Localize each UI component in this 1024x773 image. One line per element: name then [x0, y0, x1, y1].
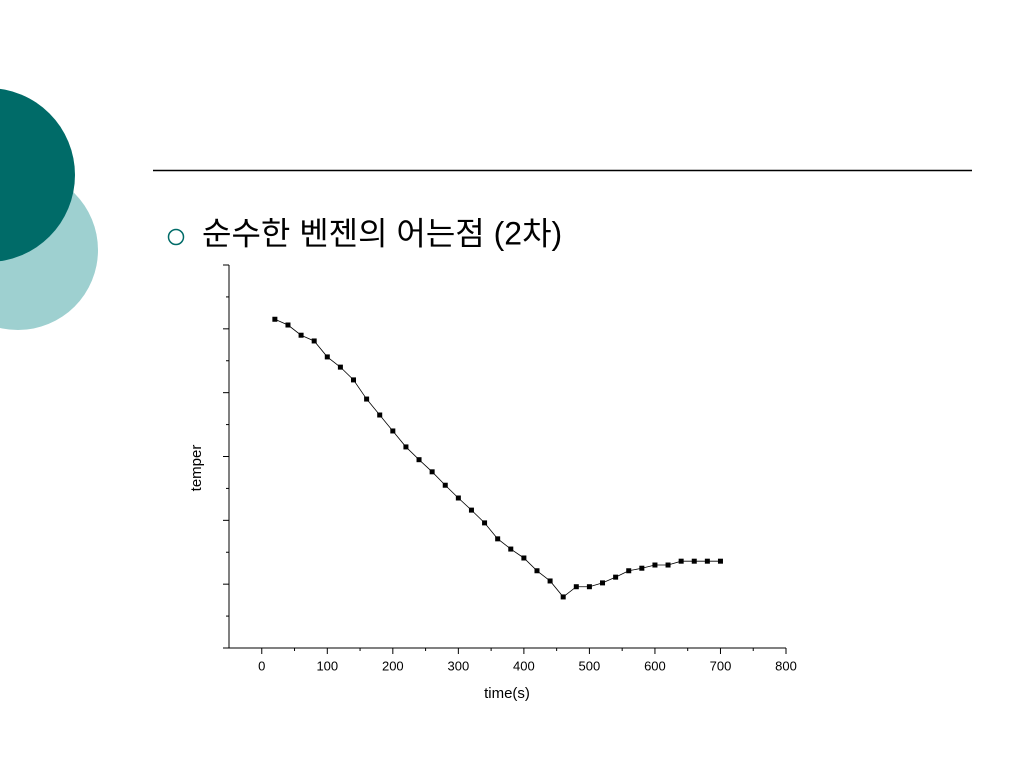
- data-point: [468, 507, 474, 513]
- decor-circle: [0, 88, 75, 262]
- x-tick-label: 700: [710, 658, 732, 673]
- x-tick-label: 200: [382, 658, 404, 673]
- x-tick-label: 300: [448, 658, 470, 673]
- data-line: [274, 318, 721, 598]
- data-point: [586, 584, 592, 590]
- data-point: [429, 469, 435, 475]
- x-tick-label: 100: [316, 658, 338, 673]
- x-tick-label: 0: [258, 658, 265, 673]
- data-point: [665, 562, 671, 568]
- data-point: [560, 594, 566, 600]
- x-tick-label: 800: [775, 658, 797, 673]
- data-point: [717, 558, 723, 564]
- data-point: [521, 555, 527, 561]
- data-point: [403, 444, 409, 450]
- data-point: [442, 482, 448, 488]
- x-tick-label: 400: [513, 658, 535, 673]
- data-point: [482, 520, 488, 526]
- x-tick-label: 500: [579, 658, 601, 673]
- y-axis-label: temper: [188, 445, 205, 492]
- data-point: [508, 546, 514, 552]
- data-point: [652, 562, 658, 568]
- data-point: [377, 412, 383, 418]
- data-point: [639, 565, 645, 571]
- bullet: [167, 228, 185, 246]
- data-point: [495, 536, 501, 542]
- x-tick-label: 600: [644, 658, 666, 673]
- data-point: [272, 316, 278, 322]
- x-axis-label: time(s): [484, 685, 530, 702]
- data-point: [573, 584, 579, 590]
- data-point: [547, 578, 553, 584]
- data-point: [337, 364, 343, 370]
- data-point: [364, 396, 370, 402]
- data-point: [704, 558, 710, 564]
- data-point: [455, 495, 461, 501]
- data-point: [390, 428, 396, 434]
- data-point: [691, 558, 697, 564]
- data-point: [298, 332, 304, 338]
- data-point: [613, 574, 619, 580]
- data-point: [600, 580, 606, 586]
- data-point: [626, 568, 632, 574]
- data-point: [678, 558, 684, 564]
- data-point: [311, 338, 317, 344]
- data-point: [416, 457, 422, 463]
- data-point: [534, 568, 540, 574]
- data-point: [324, 354, 330, 360]
- data-point: [285, 322, 291, 328]
- data-point: [351, 377, 357, 383]
- slide-title: 순수한 벤젠의 어는점 (2차): [202, 215, 562, 251]
